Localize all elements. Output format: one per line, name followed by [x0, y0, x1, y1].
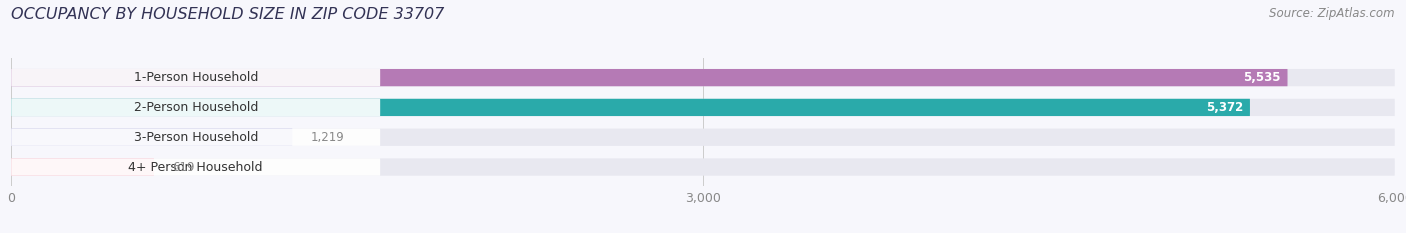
Text: 1,219: 1,219: [311, 131, 344, 144]
Text: 3-Person Household: 3-Person Household: [134, 131, 257, 144]
Text: 1-Person Household: 1-Person Household: [134, 71, 257, 84]
FancyBboxPatch shape: [11, 129, 292, 146]
FancyBboxPatch shape: [11, 158, 155, 176]
FancyBboxPatch shape: [11, 99, 1250, 116]
FancyBboxPatch shape: [11, 129, 1395, 146]
FancyBboxPatch shape: [11, 158, 380, 176]
Text: 4+ Person Household: 4+ Person Household: [128, 161, 263, 174]
FancyBboxPatch shape: [11, 99, 1395, 116]
FancyBboxPatch shape: [11, 99, 380, 116]
FancyBboxPatch shape: [11, 158, 1395, 176]
Text: 2-Person Household: 2-Person Household: [134, 101, 257, 114]
FancyBboxPatch shape: [11, 69, 380, 86]
Text: Source: ZipAtlas.com: Source: ZipAtlas.com: [1270, 7, 1395, 20]
FancyBboxPatch shape: [11, 69, 1288, 86]
Text: 619: 619: [173, 161, 195, 174]
Text: OCCUPANCY BY HOUSEHOLD SIZE IN ZIP CODE 33707: OCCUPANCY BY HOUSEHOLD SIZE IN ZIP CODE …: [11, 7, 444, 22]
FancyBboxPatch shape: [11, 129, 380, 146]
Text: 5,535: 5,535: [1243, 71, 1281, 84]
Text: 5,372: 5,372: [1206, 101, 1243, 114]
FancyBboxPatch shape: [11, 69, 1395, 86]
